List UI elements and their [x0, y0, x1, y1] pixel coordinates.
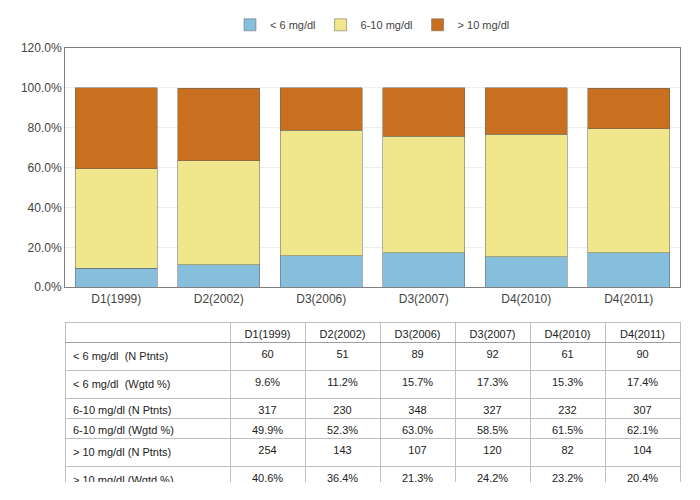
- svg-text:92: 92: [486, 348, 498, 360]
- svg-text:63.0%: 63.0%: [402, 424, 433, 436]
- svg-text:D4(2011): D4(2011): [604, 292, 653, 306]
- svg-text:15.7%: 15.7%: [402, 376, 433, 388]
- svg-text:< 6 mg/dl: < 6 mg/dl: [270, 19, 316, 31]
- svg-text:60.0%: 60.0%: [28, 161, 62, 175]
- svg-text:40.0%: 40.0%: [28, 201, 62, 215]
- svg-text:17.3%: 17.3%: [477, 376, 508, 388]
- svg-text:52.3%: 52.3%: [327, 424, 358, 436]
- svg-text:23.2%: 23.2%: [552, 472, 583, 482]
- svg-text:327: 327: [483, 404, 501, 416]
- svg-text:120: 120: [483, 444, 501, 456]
- svg-text:100.0%: 100.0%: [21, 81, 62, 95]
- svg-text:80.0%: 80.0%: [28, 121, 62, 135]
- svg-text:D4(2010): D4(2010): [545, 328, 591, 340]
- svg-text:58.5%: 58.5%: [477, 424, 508, 436]
- svg-text:49.9%: 49.9%: [252, 424, 283, 436]
- svg-text:0.0%: 0.0%: [34, 280, 62, 294]
- svg-text:21.3%: 21.3%: [402, 472, 433, 482]
- svg-text:317: 317: [258, 404, 276, 416]
- svg-text:6-10 mg/dl (N Ptnts): 6-10 mg/dl (N Ptnts): [73, 404, 171, 416]
- svg-text:36.4%: 36.4%: [327, 472, 358, 482]
- svg-text:62.1%: 62.1%: [627, 424, 658, 436]
- svg-text:D1(1999): D1(1999): [245, 328, 291, 340]
- svg-text:> 10 mg/dl (Wgtd %): > 10 mg/dl (Wgtd %): [73, 474, 174, 482]
- svg-text:20.4%: 20.4%: [627, 472, 658, 482]
- svg-text:120.0%: 120.0%: [21, 41, 62, 55]
- svg-text:> 10 mg/dl (N Ptnts): > 10 mg/dl (N Ptnts): [73, 446, 171, 458]
- svg-text:6-10 mg/dl: 6-10 mg/dl: [361, 19, 413, 31]
- svg-text:20.0%: 20.0%: [28, 241, 62, 255]
- svg-text:D3(2007): D3(2007): [399, 292, 449, 306]
- svg-text:60: 60: [261, 348, 273, 360]
- svg-text:D3(2007): D3(2007): [470, 328, 516, 340]
- svg-text:17.4%: 17.4%: [627, 376, 658, 388]
- svg-text:61.5%: 61.5%: [552, 424, 583, 436]
- svg-text:307: 307: [633, 404, 651, 416]
- svg-text:9.6%: 9.6%: [255, 376, 280, 388]
- svg-text:89: 89: [411, 348, 423, 360]
- svg-text:> 10 mg/dl: > 10 mg/dl: [458, 19, 510, 31]
- svg-text:232: 232: [558, 404, 576, 416]
- svg-text:61: 61: [561, 348, 573, 360]
- svg-text:D4(2010): D4(2010): [501, 292, 551, 306]
- svg-text:40.6%: 40.6%: [252, 472, 283, 482]
- svg-text:< 6 mg/dl (N Ptnts): < 6 mg/dl (N Ptnts): [73, 350, 168, 362]
- svg-text:D4(2011): D4(2011): [620, 328, 665, 340]
- svg-text:230: 230: [333, 404, 351, 416]
- svg-text:348: 348: [408, 404, 426, 416]
- svg-text:D3(2006): D3(2006): [395, 328, 441, 340]
- svg-text:D2(2002): D2(2002): [320, 328, 366, 340]
- svg-text:82: 82: [561, 444, 573, 456]
- svg-text:107: 107: [408, 444, 426, 456]
- svg-text:143: 143: [333, 444, 351, 456]
- svg-text:15.3%: 15.3%: [552, 376, 583, 388]
- svg-text:90: 90: [636, 348, 648, 360]
- svg-text:254: 254: [258, 444, 276, 456]
- svg-text:104: 104: [633, 444, 651, 456]
- svg-text:< 6 mg/dl (Wgtd %): < 6 mg/dl (Wgtd %): [73, 378, 171, 390]
- svg-text:D2(2002): D2(2002): [194, 292, 244, 306]
- svg-text:24.2%: 24.2%: [477, 472, 508, 482]
- svg-text:51: 51: [336, 348, 348, 360]
- svg-text:6-10 mg/dl (Wgtd %): 6-10 mg/dl (Wgtd %): [73, 424, 174, 436]
- svg-text:11.2%: 11.2%: [327, 376, 358, 388]
- svg-text:D3(2006): D3(2006): [296, 292, 346, 306]
- svg-text:D1(1999): D1(1999): [91, 292, 141, 306]
